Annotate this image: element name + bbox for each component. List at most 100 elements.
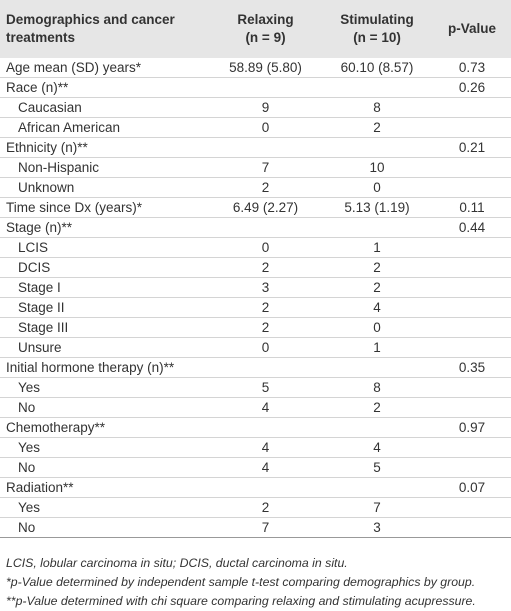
table-cell: [321, 357, 433, 378]
table-cell: [433, 277, 511, 298]
table-cell: 5: [321, 457, 433, 478]
table-cell: [433, 257, 511, 278]
table-cell: [433, 497, 511, 518]
table-row: Age mean (SD) years* 58.89 (5.80) 60.10 (8…: [0, 58, 511, 78]
header-text: p-Value: [447, 21, 496, 36]
header-cell: Stimulating (n = 10): [321, 0, 433, 58]
table-cell: [433, 397, 511, 418]
table-cell: 4: [321, 297, 433, 318]
table-cell: 9: [210, 97, 322, 118]
table-row: Stage III 2 0: [0, 317, 511, 338]
table-cell: 7: [210, 157, 322, 178]
table-cell: [210, 77, 322, 98]
header-text: Stimulating: [340, 12, 414, 27]
table-cell: Stage I: [0, 277, 210, 298]
table-cell: [433, 157, 511, 178]
table-row: Caucasian 9 8: [0, 97, 511, 118]
header-text: Relaxing: [237, 12, 294, 27]
header-row: Demographics and cancer treatments Relaxi…: [0, 0, 511, 58]
table-cell: 60.10 (8.57): [321, 58, 433, 78]
table-cell: 0: [210, 237, 322, 258]
table-cell: Stage (n)**: [0, 217, 210, 238]
table-cell: Ethnicity (n)**: [0, 137, 210, 158]
table-cell: [321, 417, 433, 438]
table-cell: 3: [321, 517, 433, 538]
table-cell: [433, 237, 511, 258]
table-cell: [433, 317, 511, 338]
table-cell: 6.49 (2.27): [210, 197, 322, 218]
table-cell: 4: [210, 457, 322, 478]
table-cell: 2: [321, 397, 433, 418]
table-cell: 2: [210, 317, 322, 338]
table-cell: DCIS: [0, 257, 210, 278]
header-cell: Relaxing (n = 9): [210, 0, 322, 58]
table-cell: 0.35: [433, 357, 511, 378]
footnotes: LCIS, lobular carcinoma in situ; DCIS, d…: [6, 554, 476, 611]
table-cell: [210, 477, 322, 498]
table-row: Yes 4 4: [0, 437, 511, 458]
table-cell: Initial hormone therapy (n)**: [0, 357, 210, 378]
table-cell: 2: [321, 117, 433, 138]
table-cell: Race (n)**: [0, 77, 210, 98]
table-cell: African American: [0, 117, 210, 138]
table-cell: Non-Hispanic: [0, 157, 210, 178]
table-cell: 0.73: [433, 58, 511, 78]
table-cell: Yes: [0, 497, 210, 518]
table-row: LCIS 0 1: [0, 237, 511, 258]
table-row: Initial hormone therapy (n)** 0.35: [0, 357, 511, 378]
table-row: Non-Hispanic 7 10: [0, 157, 511, 178]
table-cell: 2: [321, 277, 433, 298]
table-cell: [210, 217, 322, 238]
table-cell: [210, 417, 322, 438]
table-cell: Time since Dx (years)*: [0, 197, 210, 218]
table-cell: No: [0, 457, 210, 478]
table-cell: 0.11: [433, 197, 511, 218]
table-cell: 10: [321, 157, 433, 178]
table-row: No 4 5: [0, 457, 511, 478]
table-cell: [433, 117, 511, 138]
table-cell: Yes: [0, 437, 210, 458]
table-cell: [321, 477, 433, 498]
table-row: Yes 2 7: [0, 497, 511, 518]
footnote: **p-Value determined with chi square com…: [6, 594, 476, 608]
table-cell: Unknown: [0, 177, 210, 198]
table-cell: 8: [321, 97, 433, 118]
table-cell: 0: [321, 177, 433, 198]
table-row: Stage II 2 4: [0, 297, 511, 318]
table-row: Chemotherapy** 0.97: [0, 417, 511, 438]
table-row: Stage (n)** 0.44: [0, 217, 511, 238]
table-row: African American 0 2: [0, 117, 511, 138]
table-row: Radiation** 0.07: [0, 477, 511, 498]
table-cell: Yes: [0, 377, 210, 398]
table-row: Time since Dx (years)* 6.49 (2.27) 5.13 (1…: [0, 197, 511, 218]
table-cell: 2: [210, 497, 322, 518]
table-cell: 3: [210, 277, 322, 298]
table-cell: Radiation**: [0, 477, 210, 498]
table-cell: [433, 337, 511, 358]
table-cell: [433, 377, 511, 398]
table-row: No 4 2: [0, 397, 511, 418]
table-cell: [433, 297, 511, 318]
footnote: LCIS, lobular carcinoma in situ; DCIS, d…: [6, 556, 348, 570]
header-text: (n = 10): [353, 30, 401, 45]
table-cell: 0.26: [433, 77, 511, 98]
table-cell: 0: [321, 317, 433, 338]
table-cell: 5.13 (1.19): [321, 197, 433, 218]
table-cell: [433, 457, 511, 478]
table-cell: [433, 177, 511, 198]
table-cell: [433, 97, 511, 118]
table-cell: LCIS: [0, 237, 210, 258]
table-cell: No: [0, 397, 210, 418]
table-cell: [433, 517, 511, 538]
table-cell: 8: [321, 377, 433, 398]
table-cell: 0: [210, 337, 322, 358]
table-cell: 7: [210, 517, 322, 538]
table-cell: 0.97: [433, 417, 511, 438]
table-cell: Stage III: [0, 317, 210, 338]
table: Demographics and cancer treatments Relaxi…: [0, 0, 511, 538]
table-cell: 2: [210, 177, 322, 198]
table-cell: Age mean (SD) years*: [0, 58, 210, 78]
table-row: No 7 3: [0, 517, 511, 538]
